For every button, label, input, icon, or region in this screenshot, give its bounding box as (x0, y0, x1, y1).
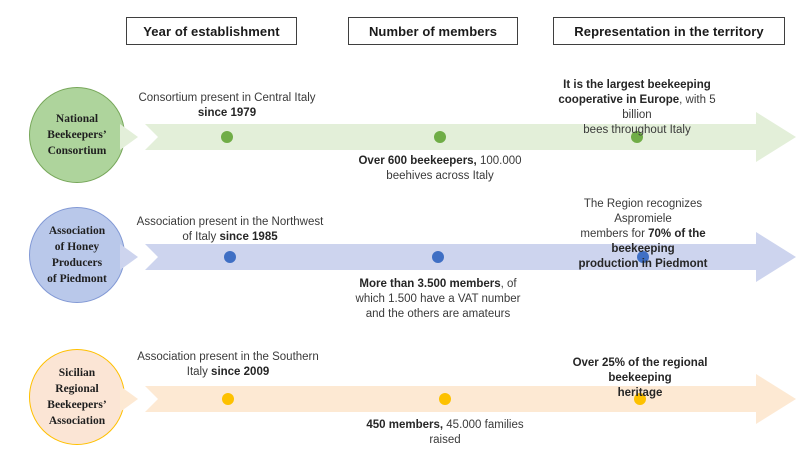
organization-circle-national-beekeepers-consortium: National Beekeepers’ Consortium (29, 87, 125, 183)
timeline-dot-territory (634, 393, 646, 405)
timeline-dot-year (224, 251, 236, 263)
column-header-label: Representation in the territory (574, 23, 764, 39)
timeline-dot-territory (631, 131, 643, 143)
organization-circle-honey-producers-piedmont: Association of Honey Producers of Piedmont (29, 207, 125, 303)
timeline-dot-members (432, 251, 444, 263)
annotation-members-sicilian: 450 members, 45.000 families raised (366, 419, 524, 446)
timeline-dot-members (434, 131, 446, 143)
timeline-arrow-start-chevron (120, 386, 138, 412)
annotation-territory-national: It is the largest beekeeping cooperative … (558, 79, 719, 136)
annotation-year-piedmont: Association present in the Northwest of I… (136, 216, 324, 243)
timeline-dot-territory (637, 251, 649, 263)
annotation-territory-piedmont: The Region recognizes Aspromiele members … (578, 198, 709, 270)
annotation-year-sicilian: Association present in the Southern Italy… (137, 351, 319, 378)
annotation-members-national: Over 600 beekeepers, 100.000 beehives acr… (358, 155, 522, 182)
annotation-year-national: Consortium present in Central Italy since… (138, 92, 316, 119)
column-header-number-of-members: Number of members (348, 17, 518, 45)
annotation-territory-sicilian: Over 25% of the regional beekeeping herit… (572, 357, 711, 399)
column-header-year-of-establishment: Year of establishment (126, 17, 297, 45)
timeline-arrow-start-chevron (120, 244, 138, 270)
organization-circle-sicilian-beekeepers: Sicilian Regional Beekeepers’ Association (29, 349, 125, 445)
timeline-arrow-start-chevron (120, 124, 138, 150)
timeline-dot-year (221, 131, 233, 143)
organization-name: National Beekeepers’ Consortium (47, 113, 107, 157)
column-header-representation-territory: Representation in the territory (553, 17, 785, 45)
column-header-label: Year of establishment (143, 23, 280, 39)
timeline-dot-year (222, 393, 234, 405)
annotation-members-piedmont: More than 3.500 members, of which 1.500 h… (355, 278, 521, 320)
column-header-label: Number of members (368, 23, 498, 39)
organization-name: Association of Honey Producers of Piedmont (47, 225, 107, 285)
timeline-dot-members (439, 393, 451, 405)
organization-name: Sicilian Regional Beekeepers’ Association (47, 367, 107, 427)
